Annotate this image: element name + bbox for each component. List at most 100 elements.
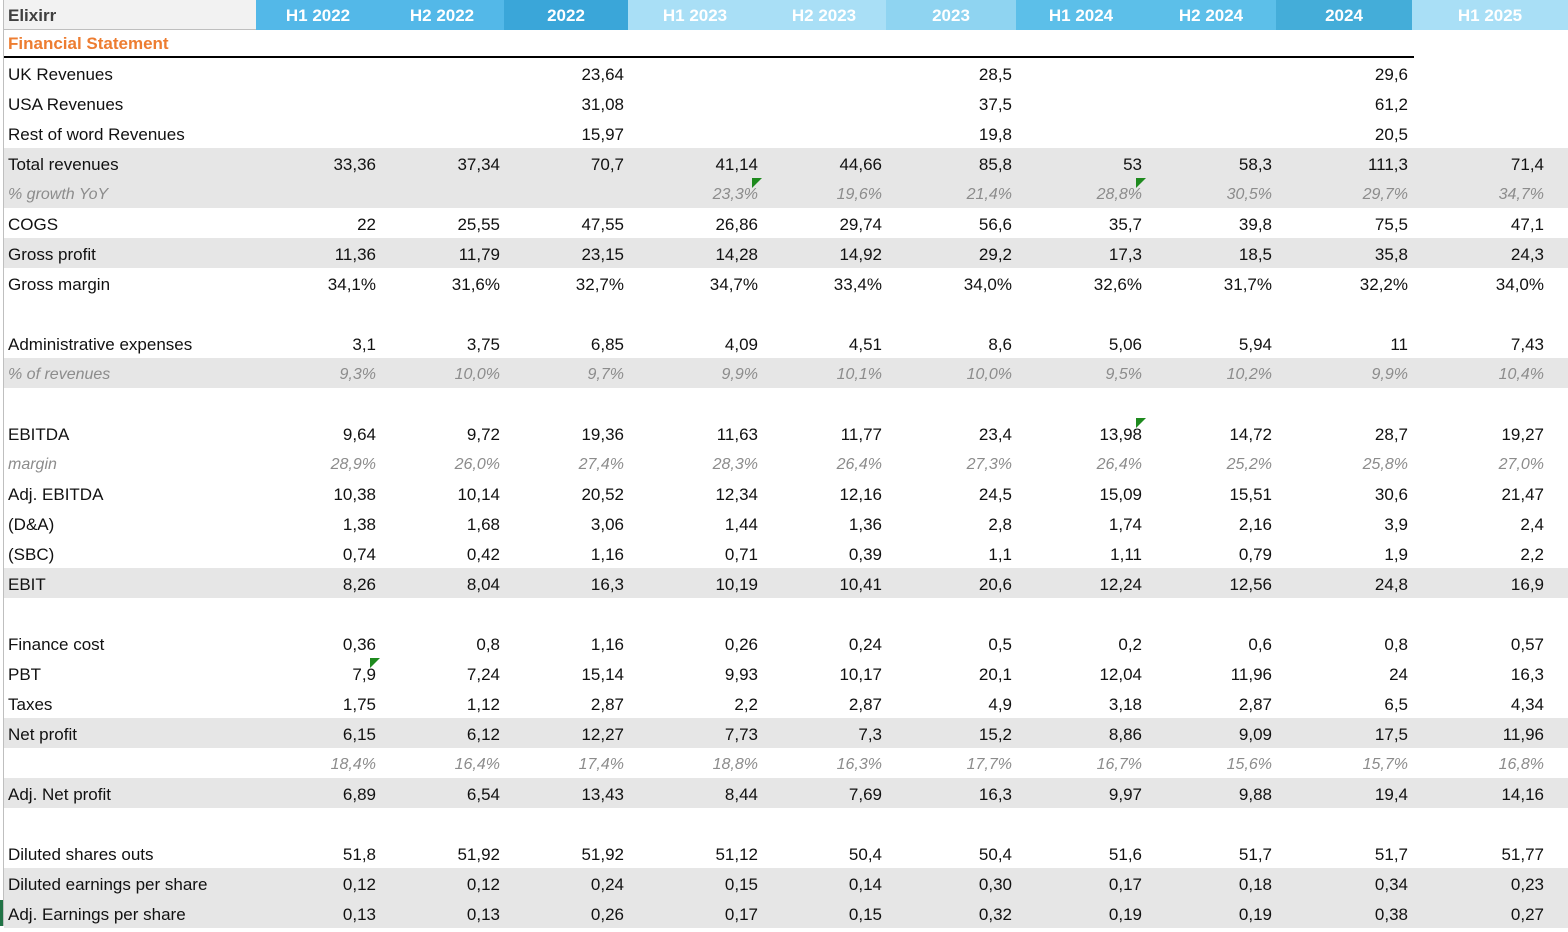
row-label-cell[interactable] [8,808,256,838]
value-cell[interactable]: 0,13 [466,905,500,924]
value-cell[interactable] [1412,598,1544,628]
value-cell[interactable]: 0,38 [1374,905,1408,924]
row-label-cell[interactable]: margin [8,456,57,473]
column-header-2024[interactable]: 2024 [1276,0,1412,30]
value-cell[interactable]: 51,8 [342,845,376,864]
value-cell[interactable]: 58,3 [1238,155,1272,174]
value-cell[interactable]: 0,12 [342,875,376,894]
value-cell[interactable]: 41,14 [715,155,758,174]
value-cell[interactable]: 20,6 [978,575,1012,594]
value-cell[interactable]: 1,36 [848,515,882,534]
value-cell[interactable]: 24,5 [978,485,1012,504]
row-label-cell[interactable]: Finance cost [8,635,105,654]
value-cell[interactable]: 28,5 [978,65,1012,84]
value-cell[interactable]: 47,55 [581,215,624,234]
value-cell[interactable]: 19,27 [1501,425,1544,444]
value-cell[interactable]: 50,4 [848,845,882,864]
value-cell[interactable] [1016,598,1142,628]
value-cell[interactable] [886,808,1012,838]
value-cell[interactable] [1146,58,1272,88]
value-cell[interactable] [1146,598,1272,628]
value-cell[interactable]: 28,9% [330,456,376,473]
value-cell[interactable]: 29,74 [839,215,882,234]
value-cell[interactable]: 0,26 [590,905,624,924]
value-cell[interactable]: 12,16 [839,485,882,504]
row-label-cell[interactable]: Total revenues [8,155,119,174]
row-label-cell[interactable] [8,388,256,418]
value-cell[interactable]: 0,79 [1238,545,1272,564]
value-cell[interactable]: 13,98 [1099,425,1142,444]
value-cell[interactable] [256,178,376,208]
value-cell[interactable]: 24,3 [1510,245,1544,264]
row-label-cell[interactable]: Diluted earnings per share [8,875,208,894]
value-cell[interactable]: 6,85 [590,335,624,354]
value-cell[interactable]: 51,92 [581,845,624,864]
value-cell[interactable]: 18,4% [330,756,376,773]
value-cell[interactable]: 51,12 [715,845,758,864]
row-label-cell[interactable]: Gross margin [8,275,111,294]
value-cell[interactable] [1412,298,1544,328]
value-cell[interactable]: 0,17 [724,905,758,924]
value-cell[interactable]: 0,36 [342,635,376,654]
value-cell[interactable]: 18,5 [1238,245,1272,264]
value-cell[interactable] [380,388,500,418]
value-cell[interactable]: 9,9% [1371,366,1408,383]
value-cell[interactable]: 9,09 [1238,725,1272,744]
value-cell[interactable]: 20,5 [1374,125,1408,144]
value-cell[interactable]: 5,06 [1108,335,1142,354]
value-cell[interactable] [504,598,624,628]
value-cell[interactable]: 9,5% [1105,366,1142,383]
value-cell[interactable] [1412,88,1544,118]
value-cell[interactable]: 33,4% [833,275,882,294]
value-cell[interactable] [504,298,624,328]
value-cell[interactable]: 31,6% [451,275,500,294]
value-cell[interactable]: 9,64 [342,425,376,444]
value-cell[interactable]: 9,97 [1108,785,1142,804]
value-cell[interactable] [1412,58,1544,88]
value-cell[interactable]: 8,6 [988,335,1012,354]
value-cell[interactable]: 0,74 [342,545,376,564]
value-cell[interactable] [628,388,758,418]
value-cell[interactable] [1016,118,1142,148]
value-cell[interactable]: 4,9 [988,695,1012,714]
value-cell[interactable] [1146,388,1272,418]
value-cell[interactable] [762,58,882,88]
value-cell[interactable]: 7,9 [352,665,376,684]
value-cell[interactable]: 37,5 [978,95,1012,114]
column-header-h1-2025[interactable]: H1 2025 [1412,0,1568,30]
value-cell[interactable] [380,58,500,88]
value-cell[interactable]: 14,16 [1501,785,1544,804]
row-label-cell[interactable]: Administrative expenses [8,335,193,354]
value-cell[interactable] [886,598,1012,628]
value-cell[interactable]: 16,3% [836,756,882,773]
row-label-cell[interactable]: Taxes [8,695,53,714]
value-cell[interactable]: 2,8 [988,515,1012,534]
value-cell[interactable]: 31,7% [1223,275,1272,294]
value-cell[interactable]: 0,13 [342,905,376,924]
value-cell[interactable]: 3,1 [352,335,376,354]
value-cell[interactable] [1016,298,1142,328]
value-cell[interactable]: 12,34 [715,485,758,504]
value-cell[interactable]: 16,8% [1498,756,1544,773]
value-cell[interactable]: 0,14 [848,875,882,894]
section-title[interactable]: Financial Statement [8,34,169,53]
value-cell[interactable]: 61,2 [1374,95,1408,114]
value-cell[interactable]: 37,34 [457,155,500,174]
value-cell[interactable] [1146,808,1272,838]
value-cell[interactable]: 1,68 [466,515,500,534]
value-cell[interactable] [1276,388,1408,418]
value-cell[interactable]: 2,4 [1520,515,1544,534]
value-cell[interactable]: 0,39 [848,545,882,564]
value-cell[interactable]: 0,15 [848,905,882,924]
value-cell[interactable] [762,298,882,328]
value-cell[interactable] [1016,388,1142,418]
value-cell[interactable] [628,58,758,88]
row-label-cell[interactable]: Net profit [8,725,77,744]
value-cell[interactable]: 47,1 [1510,215,1544,234]
value-cell[interactable]: 30,6 [1374,485,1408,504]
value-cell[interactable] [1412,808,1544,838]
value-cell[interactable]: 35,7 [1108,215,1142,234]
value-cell[interactable]: 20,1 [978,665,1012,684]
value-cell[interactable]: 1,16 [590,545,624,564]
value-cell[interactable] [628,88,758,118]
